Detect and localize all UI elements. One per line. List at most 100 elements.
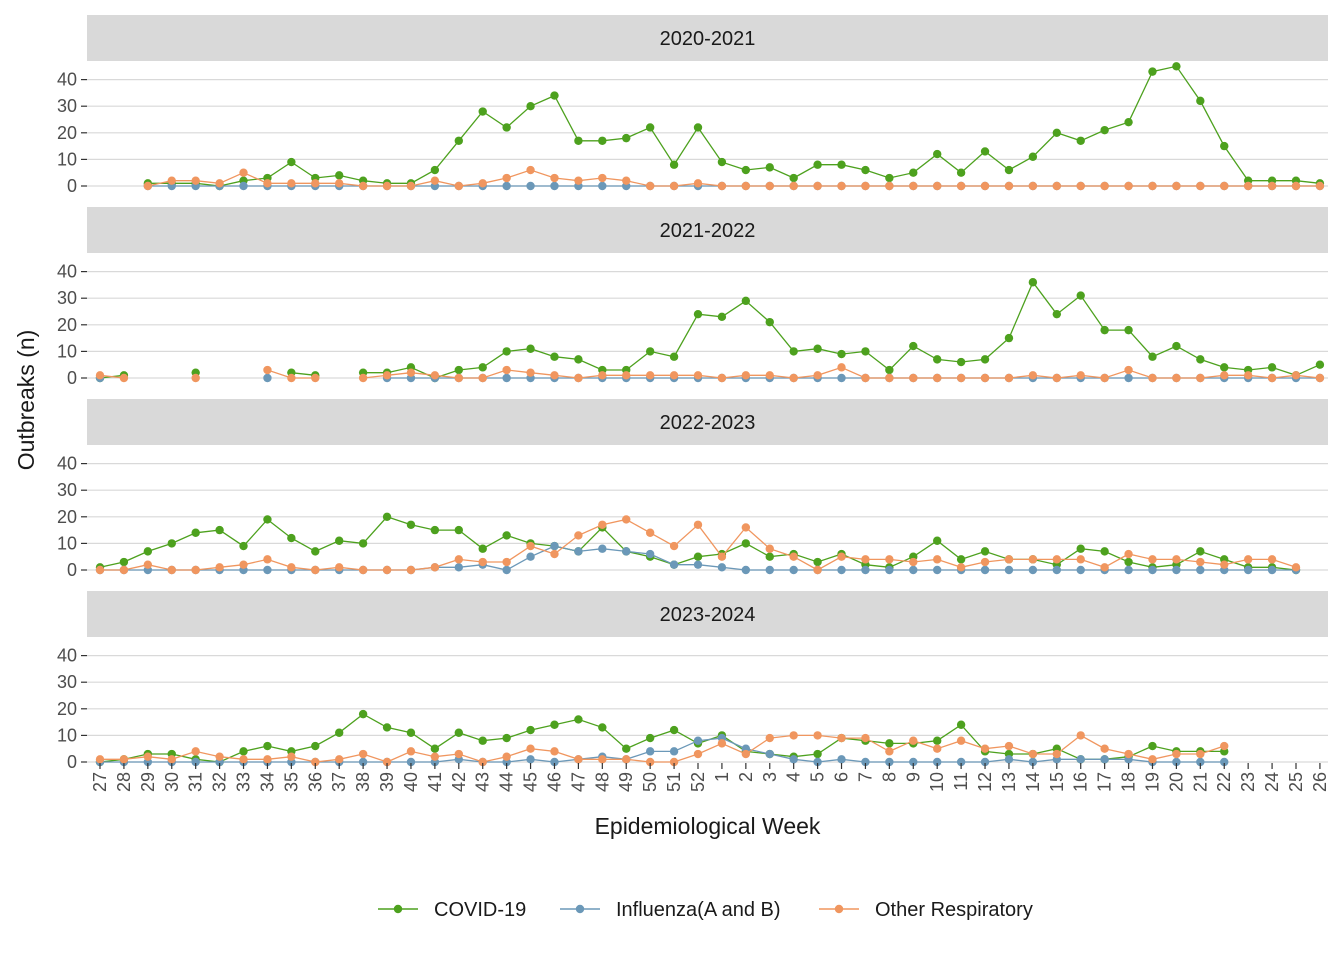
data-point [1267,373,1277,383]
data-point [1076,371,1085,380]
x-tick-label: 39 [377,772,397,792]
data-point [789,173,798,183]
data-point [382,723,392,732]
data-point [191,565,200,575]
data-point [1028,757,1038,767]
data-point [550,371,559,380]
data-point [454,373,463,383]
data-point [263,755,272,764]
data-point [382,181,392,191]
data-point [598,723,607,732]
data-point [789,755,798,764]
data-point [717,181,727,191]
y-tick-label: 30 [57,288,77,308]
data-point [263,741,272,751]
data-point [574,547,583,556]
data-point [622,133,631,143]
data-point [885,181,894,191]
data-point [1004,333,1014,343]
data-point [1076,544,1085,553]
data-point [956,555,966,564]
data-point [741,165,751,175]
data-point [693,309,703,319]
data-point [693,736,703,745]
data-point [1076,731,1085,740]
data-point [837,755,846,764]
data-point [1100,755,1109,764]
data-point [1052,565,1062,575]
data-point [502,557,511,567]
x-tick-label: 49 [616,772,636,792]
data-point [454,555,463,564]
data-point [287,563,296,572]
data-point [311,757,320,767]
data-point [1148,555,1157,564]
data-point [143,560,153,569]
data-point [645,757,655,767]
data-point [239,168,248,177]
data-point [765,317,774,327]
data-point [287,533,296,543]
data-point [382,757,392,767]
data-point [526,102,535,111]
data-point [980,373,990,383]
data-point [1100,744,1109,753]
data-point [1028,555,1038,564]
legend-label: Influenza(A and B) [616,899,781,921]
data-point [598,544,607,553]
facet-title: 2021-2022 [660,220,756,242]
x-tick-label: 48 [592,772,612,792]
data-point [143,547,153,556]
data-point [191,373,200,383]
data-point [263,565,272,575]
data-point [645,181,655,191]
y-tick-label: 20 [57,315,77,335]
data-point [669,371,679,380]
data-point [239,560,248,569]
data-point [215,563,224,572]
data-point [430,744,440,753]
data-point [741,565,751,575]
data-point [813,344,822,353]
data-point [574,715,583,724]
data-point [335,563,344,572]
data-point [478,107,487,116]
x-tick-label: 12 [975,772,995,792]
data-point [406,728,416,737]
data-point [693,749,703,759]
data-point [1267,363,1277,372]
data-point [1220,371,1229,380]
data-point [335,755,344,764]
facet-title: 2022-2023 [660,412,756,434]
data-point [717,373,727,383]
data-point [1220,757,1229,767]
y-tick-label: 30 [57,672,77,692]
data-point [406,565,416,575]
data-point [861,555,870,564]
data-point [550,91,559,100]
data-point [1028,565,1038,575]
data-point [550,747,559,756]
data-point [311,565,320,575]
y-tick-label: 40 [57,262,77,282]
data-point [1100,181,1109,191]
data-point [861,181,870,191]
data-point [933,355,942,364]
data-point [980,355,990,364]
data-point [741,371,751,380]
data-point [1148,373,1157,383]
data-point [741,523,751,532]
data-point [119,565,129,575]
data-point [693,123,703,132]
data-point [1124,749,1133,759]
data-point [717,739,727,748]
data-point [885,555,894,564]
data-point [1196,565,1205,575]
data-point [861,757,870,767]
data-point [526,744,535,753]
data-point [813,749,822,759]
data-point [526,181,535,191]
x-tick-label: 1 [712,772,732,782]
data-point [1291,563,1301,572]
